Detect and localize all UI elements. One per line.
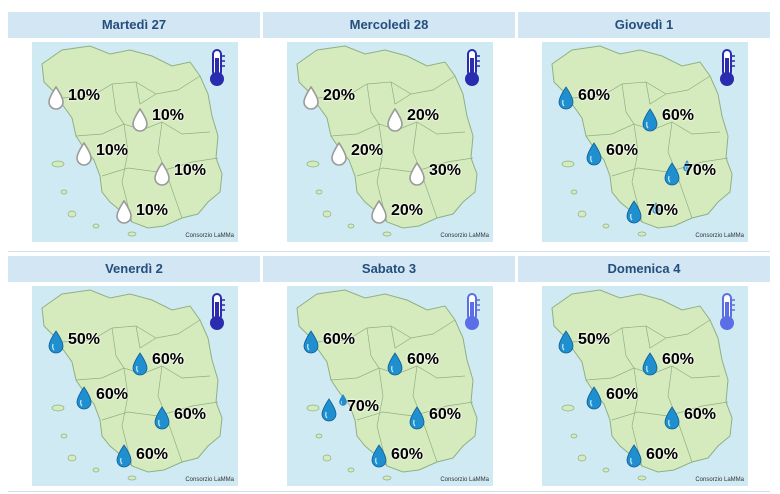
raindrop-icon	[409, 406, 425, 430]
thermometer-icon	[208, 292, 226, 332]
forecast-panel: Martedì 27 10% 10% 10% 10% 10% Consorzio …	[8, 12, 260, 248]
tuscany-map: 20% 20% 20% 30% 20% Consorzio LaMMa	[287, 42, 493, 242]
rain-probability-label: 60%	[391, 446, 424, 463]
raindrop-icon	[586, 386, 602, 410]
raindrop-icon	[132, 352, 148, 376]
raindrop-icon	[558, 86, 574, 110]
forecast-panel: Domenica 4 50% 60% 60% 60% 60% Consorzio …	[518, 256, 770, 492]
day-title: Mercoledì 28	[263, 12, 515, 38]
thermometer-icon	[208, 48, 226, 88]
raindrop-icon	[116, 444, 132, 468]
tuscany-map: 10% 10% 10% 10% 10% Consorzio LaMMa	[32, 42, 238, 242]
raindrop-icon	[642, 352, 658, 376]
raindrop-outline-icon	[371, 200, 387, 224]
rain-probability-label: 60%	[684, 406, 717, 423]
raindrop-icon	[558, 330, 574, 354]
forecast-panel: Mercoledì 28 20% 20% 20% 30% 20% Consorzi…	[263, 12, 515, 248]
row-divider	[8, 251, 770, 252]
raindrop-icon	[642, 108, 658, 132]
rain-probability-label: 50%	[578, 331, 611, 348]
day-title: Sabato 3	[263, 256, 515, 282]
raindrop-icon	[48, 330, 64, 354]
rain-probability-label: 20%	[407, 107, 440, 124]
raindrop-icon	[626, 200, 642, 224]
raindrop-outline-icon	[48, 86, 64, 110]
map-credit: Consorzio LaMMa	[695, 233, 744, 239]
rain-probability-label: 60%	[606, 386, 639, 403]
map-credit: Consorzio LaMMa	[440, 233, 489, 239]
small-raindrop-icon	[652, 202, 660, 214]
raindrop-outline-icon	[154, 162, 170, 186]
rain-probability-label: 10%	[174, 162, 207, 179]
raindrop-icon	[664, 162, 680, 186]
raindrop-outline-icon	[387, 108, 403, 132]
tuscany-map: 50% 60% 60% 60% 60% Consorzio LaMMa	[32, 286, 238, 486]
rain-probability-label: 20%	[391, 202, 424, 219]
map-credit: Consorzio LaMMa	[695, 477, 744, 483]
rain-probability-label: 60%	[323, 331, 356, 348]
raindrop-outline-icon	[409, 162, 425, 186]
raindrop-icon	[664, 406, 680, 430]
raindrop-outline-icon	[303, 86, 319, 110]
rain-probability-label: 60%	[174, 406, 207, 423]
rain-probability-label: 60%	[662, 107, 695, 124]
small-raindrop-icon	[339, 394, 347, 406]
forecast-panel: Giovedì 1 60% 60% 60% 70% 70% Consorzio L…	[518, 12, 770, 248]
rain-probability-label: 70%	[684, 162, 717, 179]
small-raindrop-icon	[683, 160, 691, 172]
tuscany-map: 60% 60% 70% 60% 60% Consorzio LaMMa	[287, 286, 493, 486]
day-title: Martedì 27	[8, 12, 260, 38]
raindrop-outline-icon	[76, 142, 92, 166]
raindrop-outline-icon	[132, 108, 148, 132]
forecast-panel: Venerdì 2 50% 60% 60% 60% 60% Consorzio L…	[8, 256, 260, 492]
rain-probability-label: 60%	[152, 351, 185, 368]
rain-probability-label: 60%	[662, 351, 695, 368]
rain-probability-label: 60%	[429, 406, 462, 423]
rain-probability-label: 20%	[351, 142, 384, 159]
day-title: Giovedì 1	[518, 12, 770, 38]
bottom-divider	[8, 491, 770, 492]
map-credit: Consorzio LaMMa	[185, 233, 234, 239]
map-credit: Consorzio LaMMa	[440, 477, 489, 483]
day-title: Domenica 4	[518, 256, 770, 282]
thermometer-icon	[463, 292, 481, 332]
raindrop-icon	[371, 444, 387, 468]
day-title: Venerdì 2	[8, 256, 260, 282]
rain-probability-label: 30%	[429, 162, 462, 179]
raindrop-icon	[154, 406, 170, 430]
raindrop-icon	[321, 398, 337, 422]
thermometer-icon	[718, 292, 736, 332]
rain-probability-label: 50%	[68, 331, 101, 348]
thermometer-icon	[718, 48, 736, 88]
rain-probability-label: 60%	[646, 446, 679, 463]
rain-probability-label: 10%	[152, 107, 185, 124]
tuscany-map: 50% 60% 60% 60% 60% Consorzio LaMMa	[542, 286, 748, 486]
raindrop-outline-icon	[331, 142, 347, 166]
raindrop-icon	[586, 142, 602, 166]
rain-probability-label: 60%	[606, 142, 639, 159]
rain-probability-label: 20%	[323, 87, 356, 104]
rain-probability-label: 10%	[96, 142, 129, 159]
rain-probability-label: 60%	[578, 87, 611, 104]
map-credit: Consorzio LaMMa	[185, 477, 234, 483]
thermometer-icon	[463, 48, 481, 88]
raindrop-icon	[387, 352, 403, 376]
forecast-panel: Sabato 3 60% 60% 70% 60% 60% Consorzio La…	[263, 256, 515, 492]
rain-probability-label: 10%	[68, 87, 101, 104]
rain-probability-label: 60%	[407, 351, 440, 368]
raindrop-icon	[303, 330, 319, 354]
rain-probability-label: 10%	[136, 202, 169, 219]
raindrop-icon	[76, 386, 92, 410]
rain-probability-label: 60%	[136, 446, 169, 463]
rain-probability-label: 70%	[347, 398, 380, 415]
rain-probability-label: 60%	[96, 386, 129, 403]
raindrop-icon	[626, 444, 642, 468]
raindrop-outline-icon	[116, 200, 132, 224]
tuscany-map: 60% 60% 60% 70% 70% Consorzio LaMMa	[542, 42, 748, 242]
rain-probability-label: 70%	[646, 202, 679, 219]
